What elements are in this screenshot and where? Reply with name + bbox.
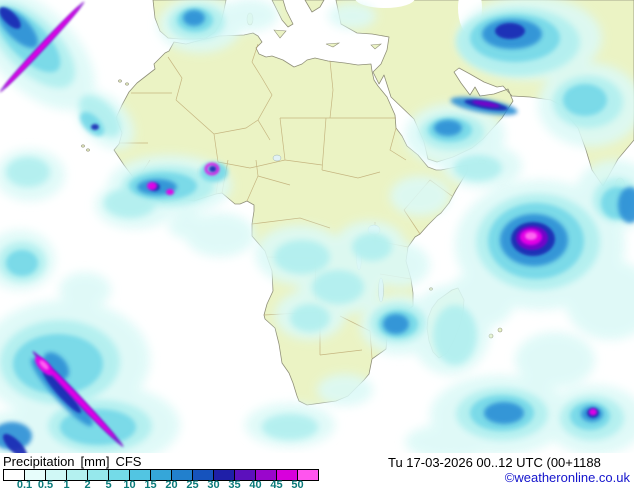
lake-chad [273,155,281,161]
scale-value: 5 [98,479,119,491]
scale-value: 50 [287,479,308,491]
scale-value: 40 [245,479,266,491]
map-area [0,0,634,453]
copyright-link[interactable]: ©weatheronline.co.uk [505,470,630,485]
scale-value: 45 [266,479,287,491]
scale-value: 0.5 [35,479,56,491]
land-canary-1 [119,80,122,82]
scale-value: 20 [161,479,182,491]
land-mauritius [498,328,502,332]
scale-value: 30 [203,479,224,491]
legend-title-row: Precipitation [mm] CFS [3,454,147,469]
scale-value: 10 [119,479,140,491]
scale-value: 15 [140,479,161,491]
scale-value: 1 [56,479,77,491]
valid-time: Tu 17-03-2026 00..12 UTC (00+1188 [388,455,601,470]
scale-value: 35 [224,479,245,491]
scale-value: 2 [77,479,98,491]
scale-value: 25 [182,479,203,491]
legend-unit: [mm] [81,454,110,469]
legend-title: Precipitation [3,454,75,469]
land-canary-2 [126,83,129,85]
precipitation-map-svg [0,0,634,453]
land-capeverde-1 [82,145,85,147]
scale-value: 0.1 [14,479,35,491]
land-capeverde-2 [87,149,90,151]
legend-model: CFS [115,454,141,469]
